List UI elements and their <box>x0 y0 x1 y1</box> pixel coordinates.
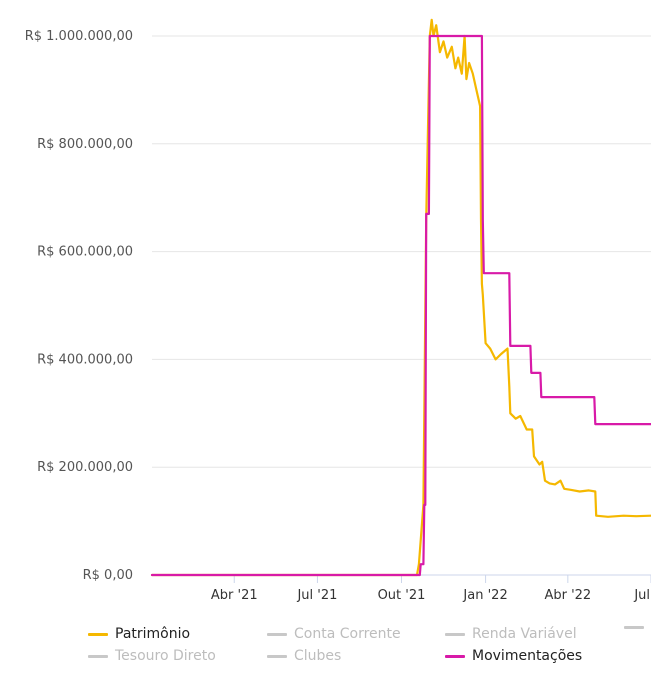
legend-label: Renda Variável <box>472 626 577 642</box>
legend-item-clubes[interactable]: Clubes <box>267 648 341 664</box>
legend-item-renda-variavel[interactable]: Renda Variável <box>445 626 577 642</box>
y-tick-label: R$ 0,00 <box>83 568 133 583</box>
legend-swatch <box>445 654 465 658</box>
series-line-0 <box>150 18 651 577</box>
y-axis: R$ 1.000.000,00 R$ 800.000,00 R$ 600.000,0… <box>25 29 133 583</box>
plot-area <box>150 18 651 577</box>
legend: Patrimônio Conta Corrente Renda Variável… <box>0 620 651 676</box>
legend-swatch <box>267 654 287 658</box>
x-tick-label: Out '21 <box>378 588 426 603</box>
x-tick-label: Jul '21 <box>296 588 337 603</box>
legend-label: Movimentações <box>472 648 583 664</box>
legend-label: Patrimônio <box>115 626 191 642</box>
legend-swatch <box>624 626 644 629</box>
legend-label: Clubes <box>294 648 342 664</box>
y-tick-label: R$ 800.000,00 <box>37 137 133 152</box>
legend-swatch <box>88 632 108 636</box>
legend-label: Conta Corrente <box>294 626 401 642</box>
legend-label: Tesouro Direto <box>115 648 216 664</box>
legend-item-patrimonio[interactable]: Patrimônio <box>88 626 190 642</box>
x-tick-label: Abr '21 <box>211 588 258 603</box>
series-line-5 <box>150 34 651 577</box>
x-axis: Abr '21 Jul '21 Out '21 Jan '22 Abr '22 Jul <box>152 574 651 603</box>
y-tick-label: R$ 1.000.000,00 <box>25 29 133 44</box>
legend-item-movimentacoes[interactable]: Movimentações <box>445 648 582 664</box>
x-tick-label: Jul <box>633 588 650 603</box>
legend-swatch <box>267 632 287 636</box>
legend-item-truncated[interactable] <box>624 626 651 629</box>
legend-item-conta-corrente[interactable]: Conta Corrente <box>267 626 401 642</box>
y-tick-label: R$ 400.000,00 <box>37 352 133 367</box>
x-tick-label: Abr '22 <box>544 588 591 603</box>
legend-swatch <box>445 632 465 636</box>
y-tick-label: R$ 600.000,00 <box>37 245 133 260</box>
legend-item-tesouro-direto[interactable]: Tesouro Direto <box>88 648 216 664</box>
y-tick-label: R$ 200.000,00 <box>37 460 133 475</box>
grid-lines <box>152 35 651 468</box>
x-tick-label: Jan '22 <box>462 588 507 603</box>
legend-swatch <box>88 654 108 658</box>
